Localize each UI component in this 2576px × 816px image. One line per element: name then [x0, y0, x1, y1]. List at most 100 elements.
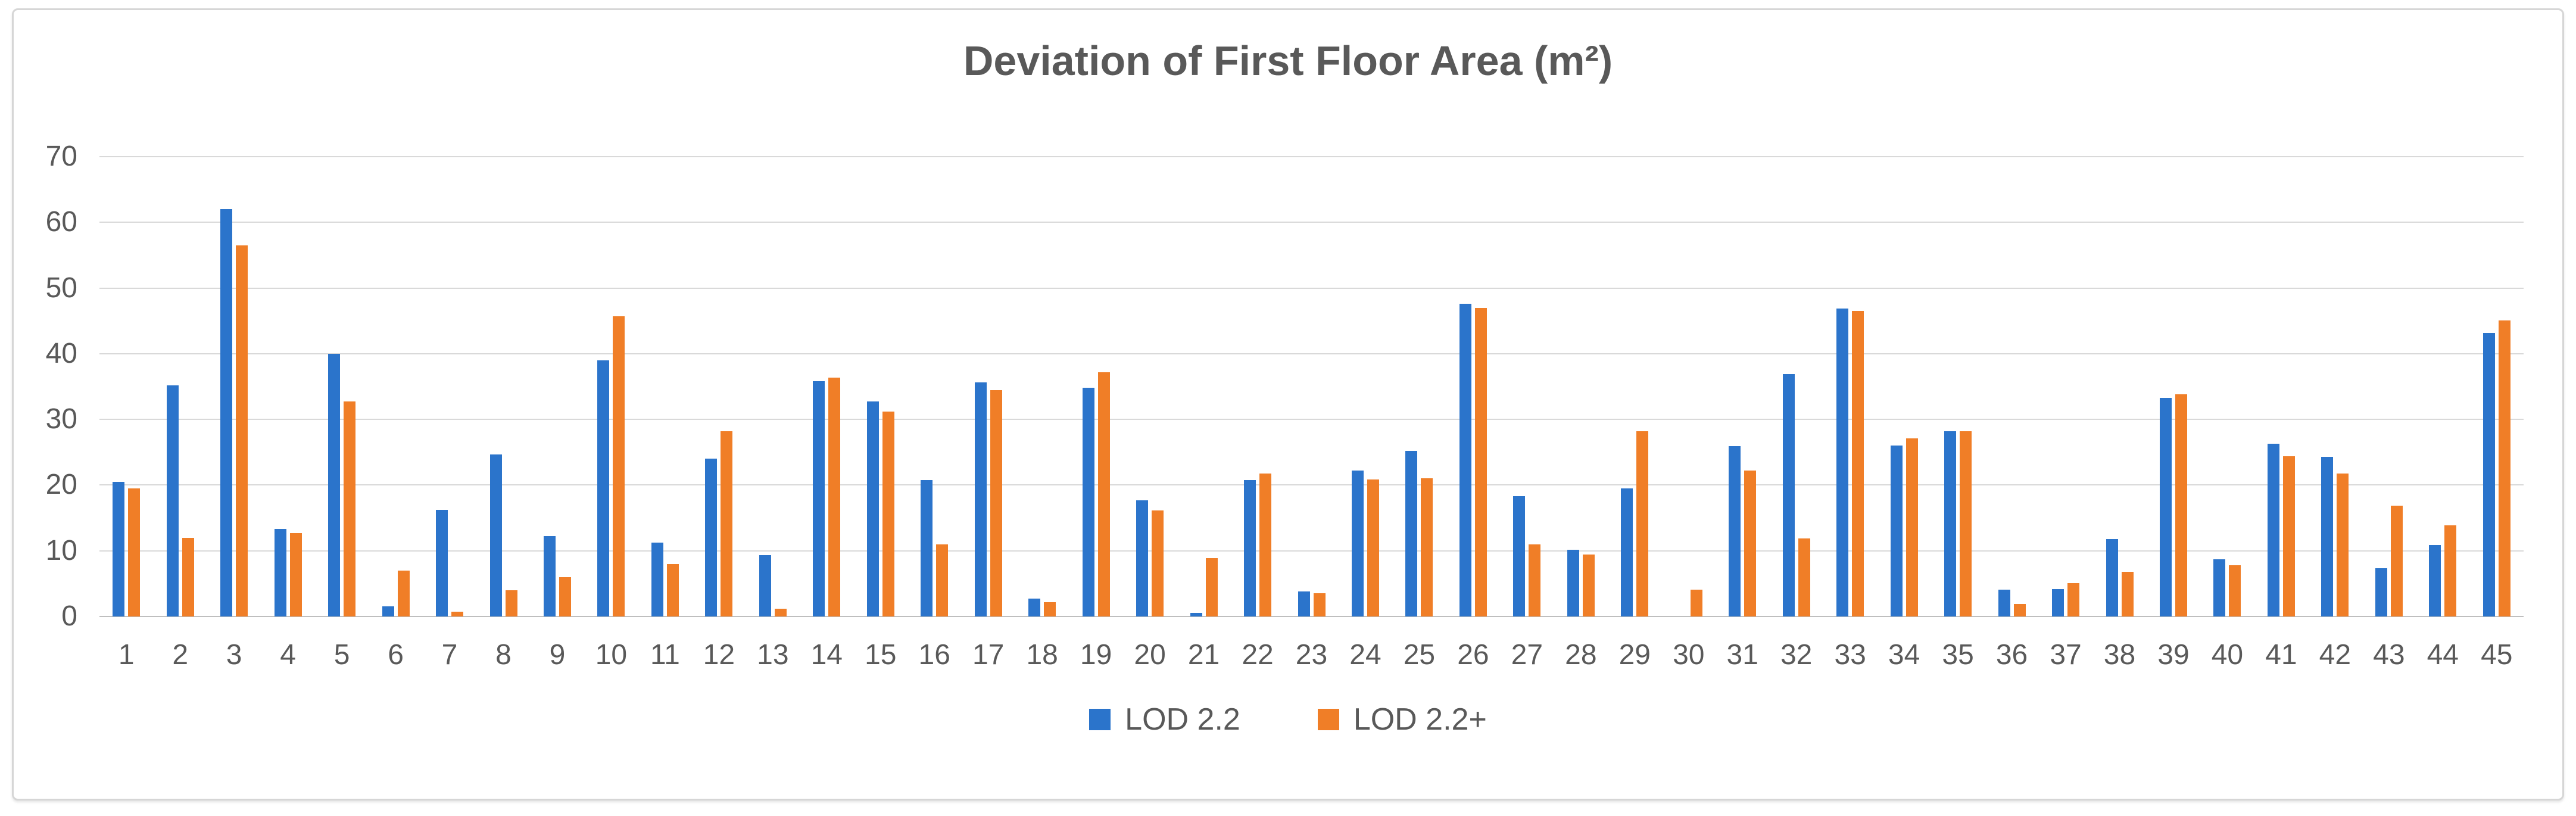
x-tick-label: 4	[280, 639, 296, 671]
x-tick-label: 1	[118, 639, 135, 671]
chart-frame	[12, 8, 2564, 801]
bar	[1259, 473, 1272, 616]
x-tick-label: 8	[495, 639, 512, 671]
bar	[2337, 473, 2349, 616]
bar	[2013, 604, 2026, 616]
bar	[882, 411, 894, 616]
bar	[2229, 565, 2241, 616]
bar	[1313, 593, 1326, 616]
gridline	[99, 222, 2524, 223]
x-tick-label: 5	[333, 639, 350, 671]
bar	[813, 381, 825, 616]
gridline	[99, 550, 2524, 552]
bar	[1636, 431, 1649, 616]
y-tick-label: 60	[45, 206, 77, 238]
bar	[666, 563, 679, 616]
bar	[1044, 602, 1056, 616]
x-tick-label: 3	[226, 639, 242, 671]
bar	[1582, 555, 1595, 616]
x-tick-label: 42	[2319, 639, 2352, 671]
bar	[1729, 446, 1741, 616]
bar	[1890, 446, 1903, 616]
bar	[1621, 488, 1633, 616]
bar	[166, 385, 179, 616]
bar	[866, 401, 879, 616]
bar	[1136, 500, 1149, 616]
x-tick-label: 38	[2103, 639, 2136, 671]
bar	[1298, 591, 1310, 616]
x-tick-label: 24	[1349, 639, 1381, 671]
bar	[182, 537, 194, 616]
gridline	[99, 156, 2524, 157]
bar	[2213, 559, 2226, 616]
bar	[921, 479, 933, 616]
bar	[2052, 588, 2064, 616]
bar	[1529, 544, 1541, 616]
bar	[2067, 583, 2080, 616]
bar	[974, 382, 987, 616]
bar	[2498, 320, 2510, 616]
gridline	[99, 353, 2524, 354]
x-tick-label: 13	[757, 639, 789, 671]
x-tick-label: 29	[1618, 639, 1651, 671]
bar	[1836, 308, 1849, 616]
x-axis-line	[99, 616, 2524, 617]
chart-title: Deviation of First Floor Area (m²)	[963, 38, 1613, 84]
legend-swatch-lod-22-icon	[1089, 709, 1111, 730]
x-tick-label: 20	[1134, 639, 1166, 671]
x-tick-label: 9	[549, 639, 566, 671]
x-tick-label: 30	[1673, 639, 1705, 671]
bar	[1513, 496, 1526, 616]
bar	[2321, 457, 2334, 616]
bar	[2267, 443, 2279, 616]
bar	[1906, 438, 1918, 616]
y-tick-label: 70	[45, 141, 77, 172]
bar	[2375, 568, 2387, 616]
x-tick-label: 2	[172, 639, 189, 671]
gridline	[99, 484, 2524, 486]
bar	[1097, 372, 1110, 616]
bar	[2159, 397, 2172, 616]
bar	[1405, 451, 1418, 616]
bar	[1998, 589, 2010, 616]
bar	[113, 481, 125, 616]
bar	[1782, 374, 1795, 616]
y-tick-label: 40	[45, 337, 77, 369]
bar	[328, 353, 341, 616]
bar	[489, 454, 502, 616]
bar	[651, 543, 663, 616]
bar	[613, 316, 625, 616]
y-tick-label: 20	[45, 469, 77, 501]
y-tick-label: 50	[45, 272, 77, 304]
x-tick-label: 36	[1995, 639, 2028, 671]
legend-item-lod-22plus: LOD 2.2+	[1317, 702, 1487, 737]
bar	[1690, 589, 1702, 616]
bar	[1152, 510, 1164, 616]
bar	[828, 377, 841, 616]
bar	[436, 510, 448, 616]
y-tick-label: 0	[61, 600, 77, 632]
x-tick-label: 33	[1834, 639, 1866, 671]
bar	[990, 390, 1002, 616]
bar	[1367, 479, 1379, 616]
x-tick-label: 39	[2157, 639, 2190, 671]
x-tick-label: 45	[2481, 639, 2513, 671]
bar	[2106, 538, 2118, 616]
bar	[2121, 572, 2134, 616]
x-tick-label: 26	[1457, 639, 1489, 671]
x-tick-label: 19	[1080, 639, 1112, 671]
x-tick-label: 41	[2265, 639, 2297, 671]
bar	[344, 401, 356, 616]
gridline	[99, 287, 2524, 289]
x-tick-label: 32	[1780, 639, 1813, 671]
x-tick-label: 6	[388, 639, 404, 671]
bar	[2444, 525, 2457, 616]
x-tick-label: 11	[650, 639, 680, 671]
bar	[397, 570, 410, 616]
x-tick-label: 35	[1942, 639, 1974, 671]
bar	[774, 608, 787, 616]
x-tick-label: 10	[595, 639, 628, 671]
bar	[1459, 304, 1471, 616]
gridline	[99, 419, 2524, 421]
